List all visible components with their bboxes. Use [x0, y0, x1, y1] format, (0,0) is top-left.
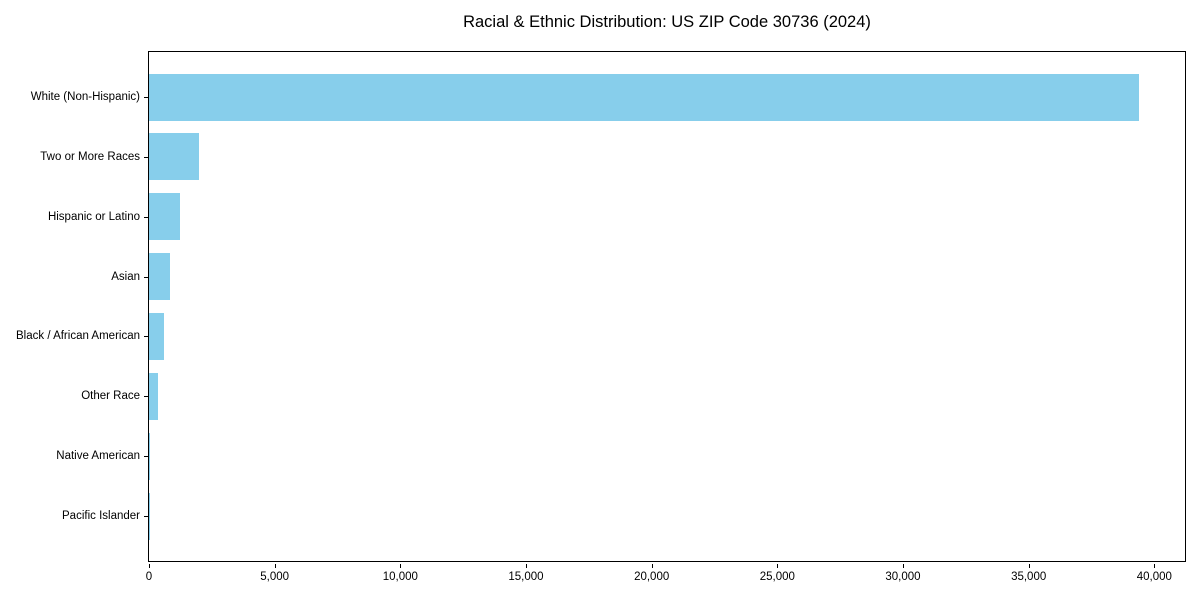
y-axis-tick-mark: [144, 516, 148, 517]
x-axis-tick-label-20000: 20,000: [634, 571, 670, 583]
x-axis-tick-label-35000: 35,000: [1011, 571, 1047, 583]
x-axis-tick-mark: [902, 564, 904, 568]
plot-area: White (Non-Hispanic) Two or More Races His…: [16, 51, 1186, 583]
y-axis-tick-mark: [144, 156, 148, 158]
x-axis-tick-mark: [651, 564, 653, 568]
x-axis-tick-mark: [1154, 564, 1156, 568]
bar-black-african-american: [149, 312, 164, 360]
x-axis-tick-mark: [525, 564, 527, 568]
y-axis-label-two-or-more-races: Two or More Races: [40, 150, 140, 163]
x-axis-tick-label-15000: 15,000: [508, 571, 544, 583]
bar-white-non-hispanic: [149, 73, 1140, 121]
x-axis-tick-label-10000: 10,000: [382, 571, 418, 583]
chart-title: Racial & Ethnic Distribution: US ZIP Cod…: [463, 13, 871, 31]
y-axis-label-black-african-american: Black / African American: [16, 330, 140, 343]
y-axis-label-white-non-hispanic: White (Non-Hispanic): [30, 91, 140, 103]
y-axis-label-hispanic-or-latino: Hispanic or Latino: [47, 210, 140, 223]
y-axis-label-pacific-islander: Pacific Islander: [62, 510, 140, 522]
bar-asian: [149, 253, 170, 301]
bar-native-american: [149, 432, 150, 480]
x-axis-tick-label-25000: 25,000: [759, 571, 795, 583]
x-axis-tick-mark: [274, 564, 276, 568]
x-axis-tick-mark: [149, 564, 150, 568]
x-axis-tick-label-0: 0: [145, 571, 153, 583]
y-axis-label-asian: Asian: [111, 270, 140, 283]
y-axis-tick-mark: [144, 216, 148, 218]
bar-other-race: [149, 372, 158, 420]
y-axis-label-other-race: Other Race: [81, 390, 140, 403]
x-axis-tick-label-40000: 40,000: [1136, 571, 1172, 583]
y-axis-tick-mark: [144, 97, 148, 98]
x-axis-tick-label-5000: 5,000: [260, 571, 290, 583]
y-axis-tick-mark: [144, 396, 148, 398]
y-axis-tick-mark: [144, 456, 148, 458]
x-axis-tick-label-30000: 30,000: [885, 571, 921, 583]
x-axis-tick-mark: [777, 564, 779, 568]
y-axis-label-native-american: Native American: [56, 450, 140, 463]
bar-hispanic-or-latino: [149, 193, 181, 241]
x-axis-tick-mark: [400, 564, 402, 568]
x-axis-tick-mark: [1028, 564, 1030, 568]
y-axis-tick-mark: [144, 276, 148, 278]
y-axis-tick-mark: [144, 336, 148, 338]
bar-two-or-more-races: [149, 133, 200, 181]
